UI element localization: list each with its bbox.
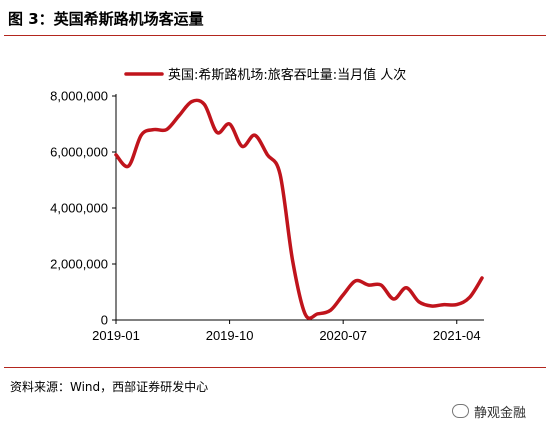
legend: 英国:希斯路机场:旅客吞吐量:当月值 人次 <box>124 67 406 83</box>
series-layer <box>114 98 484 321</box>
y-tick-label: 4,000,000 <box>50 201 108 216</box>
series-line <box>114 98 484 321</box>
x-tick-label: 2021-04 <box>433 328 481 343</box>
y-tick-label: 6,000,000 <box>50 145 108 160</box>
y-tick-label: 2,000,000 <box>50 257 108 272</box>
source-note: 资料来源：Wind，西部证券研发中心 <box>10 380 209 394</box>
legend-label: 英国:希斯路机场:旅客吞吐量:当月值 人次 <box>168 67 406 83</box>
figure-title: 图 3：英国希斯路机场客运量 <box>8 10 204 28</box>
y-tick-label: 8,000,000 <box>50 89 108 104</box>
line-chart: 英国:希斯路机场:旅客吞吐量:当月值 人次 0 2,000,000 4,000,00… <box>50 67 484 343</box>
watermark-text: 静观金融 <box>474 406 527 421</box>
x-tick-label: 2019-01 <box>92 328 140 343</box>
x-tick-label: 2020-07 <box>319 328 367 343</box>
y-tick-label: 0 <box>101 313 108 328</box>
wechat-icon <box>452 404 469 418</box>
y-axis: 0 2,000,000 4,000,000 6,000,000 8,000,000 <box>50 89 117 328</box>
watermark: 静观金融 <box>452 402 526 421</box>
footer-divider <box>4 367 546 368</box>
x-tick-label: 2019-10 <box>206 328 254 343</box>
x-axis: 2019-01 2019-10 2020-07 2021-04 <box>92 319 484 343</box>
title-divider <box>4 35 546 36</box>
